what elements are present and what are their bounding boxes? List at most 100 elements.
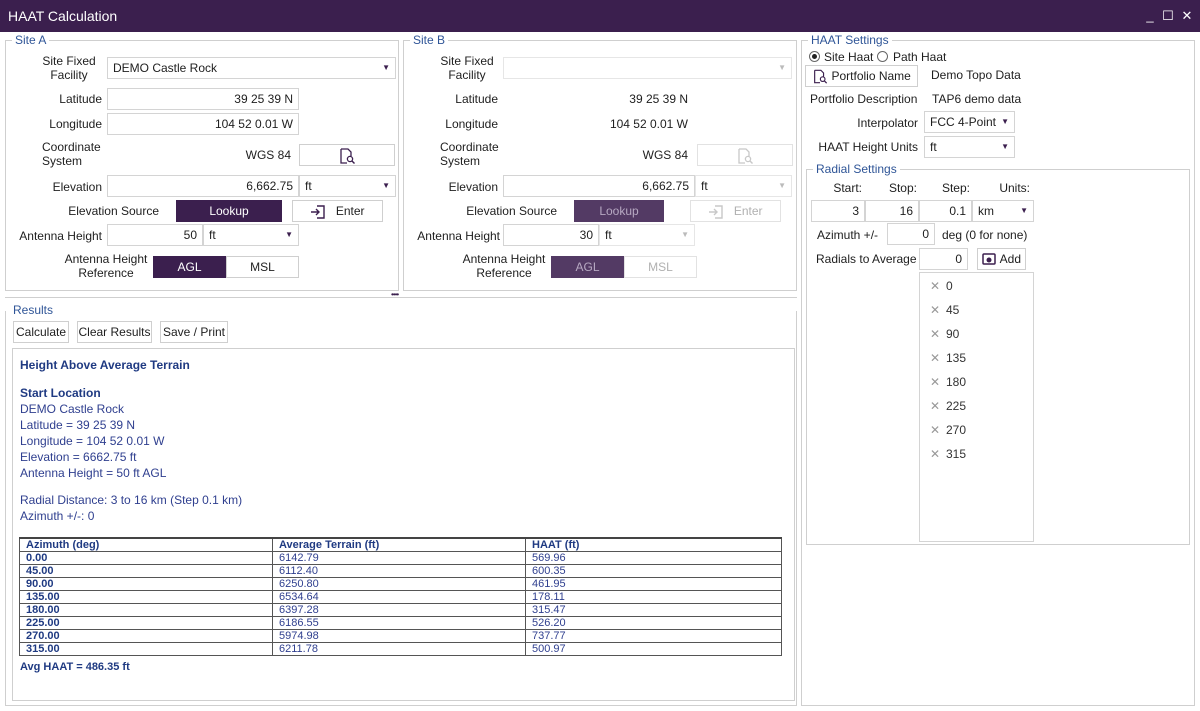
site-b-facility-dropdown[interactable]: ▼ [503,57,792,79]
site-a-group: Site A Site Fixed Facility DEMO Castle R… [5,33,399,291]
splitter-handle[interactable]: •••• [391,290,399,299]
report-line: DEMO Castle Rock [20,402,125,416]
minimize-button[interactable]: _ [1146,8,1154,23]
site-a-antenna-units-dropdown[interactable]: ft ▼ [203,224,299,246]
results-divider [5,297,797,298]
radial-settings-legend: Radial Settings [813,162,900,176]
site-a-msl-button[interactable]: MSL [226,256,299,278]
site-b-antenna-units-value: ft [605,228,612,242]
list-item[interactable]: ✕ 90 [930,327,959,341]
site-a-elevation-units-dropdown[interactable]: ft ▼ [299,175,396,197]
chevron-down-icon: ▼ [778,181,786,190]
site-b-longitude-label: Longitude [445,117,498,131]
site-a-antenna-units-value: ft [209,228,216,242]
portfolio-description-value: TAP6 demo data [932,92,1022,106]
site-a-coordinate-value: WGS 84 [245,148,291,162]
remove-icon[interactable]: ✕ [930,399,941,413]
list-item[interactable]: ✕ 225 [930,399,966,413]
radial-stop-label: Stop: [888,181,917,195]
add-radial-button[interactable]: Add [977,248,1026,270]
column-header: HAAT (ft) [525,537,782,552]
remove-icon[interactable]: ✕ [930,279,941,293]
site-b-enter-button[interactable]: Enter [690,200,781,222]
enter-icon [311,205,326,219]
radials-input-field[interactable]: 0 [919,248,968,270]
site-b-coordinate-label: Coordinate System [440,140,499,168]
radial-start-field[interactable]: 3 [811,200,865,222]
enter-icon [709,205,724,219]
haat-cell: 461.95 [525,577,782,591]
haat-cell: 315.47 [525,603,782,617]
radial-stop-field[interactable]: 16 [865,200,919,222]
portfolio-name-value: Demo Topo Data [931,68,1021,82]
results-legend: Results [10,303,57,317]
chevron-down-icon: ▼ [778,63,786,72]
site-b-coordinate-button[interactable] [697,144,793,166]
haat-height-units-value: ft [930,140,937,154]
site-a-elevation-field[interactable]: 6,662.75 [107,175,299,197]
site-b-group: Site B Site Fixed Facility ▼ Latitude 39… [403,33,797,291]
remove-icon[interactable]: ✕ [930,303,941,317]
portfolio-name-button[interactable]: Portfolio Name [805,65,918,87]
site-a-longitude-label: Longitude [49,117,102,131]
site-b-msl-button[interactable]: MSL [624,256,697,278]
interpolator-dropdown[interactable]: FCC 4-Point ▼ [924,111,1015,133]
results-group: Results [5,303,797,706]
radial-units-dropdown[interactable]: km ▼ [972,200,1034,222]
remove-icon[interactable]: ✕ [930,327,941,341]
list-item[interactable]: ✕ 315 [930,447,966,461]
site-a-latitude-field[interactable]: 39 25 39 N [107,88,299,110]
radial-value: 225 [946,399,967,413]
path-haat-label: Path Haat [893,50,947,64]
list-item[interactable]: ✕ 135 [930,351,966,365]
terrain-cell: 6397.28 [272,603,526,617]
site-b-agl-button[interactable]: AGL [551,256,624,278]
save-print-button[interactable]: Save / Print [160,321,228,343]
results-table: Azimuth (deg) Average Terrain (ft) HAAT … [19,537,782,656]
site-b-antenna-units-dropdown[interactable]: ft ▼ [599,224,695,246]
list-item[interactable]: ✕ 180 [930,375,966,389]
site-a-coordinate-button[interactable] [299,144,395,166]
table-row: 270.00 5974.98 737.77 [19,629,782,643]
portfolio-name-button-label: Portfolio Name [831,69,911,83]
haat-height-units-dropdown[interactable]: ft ▼ [924,136,1015,158]
site-b-antenna-height-field[interactable]: 30 [503,224,599,246]
site-haat-radio[interactable] [809,51,820,62]
remove-icon[interactable]: ✕ [930,447,941,461]
table-row: 0.00 6142.79 569.96 [19,551,782,565]
site-a-elevation-label: Elevation [52,180,102,194]
document-search-icon [340,148,355,164]
list-item[interactable]: ✕ 0 [930,279,953,293]
path-haat-radio[interactable] [877,51,888,62]
close-button[interactable]: ✕ [1181,8,1193,23]
azimuth-field[interactable]: 0 [887,223,935,245]
report-radial-distance: Radial Distance: 3 to 16 km (Step 0.1 km… [20,493,243,507]
site-a-lookup-button[interactable]: Lookup [176,200,282,222]
results-report: Height Above Average Terrain Start Locat… [12,348,795,701]
site-a-enter-button[interactable]: Enter [292,200,383,222]
list-item[interactable]: ✕ 270 [930,423,966,437]
site-a-longitude-field[interactable]: 104 52 0.01 W [107,113,299,135]
site-b-longitude-value: 104 52 0.01 W [609,117,688,131]
list-item[interactable]: ✕ 45 [930,303,959,317]
table-row: 90.00 6250.80 461.95 [19,577,782,591]
portfolio-description-label: Portfolio Description [810,92,918,106]
site-a-antenna-height-field[interactable]: 50 [107,224,203,246]
maximize-button[interactable]: ☐ [1162,8,1174,23]
site-b-elevation-units-dropdown[interactable]: ft ▼ [695,175,792,197]
radial-step-field[interactable]: 0.1 [919,200,972,222]
calculate-button[interactable]: Calculate [13,321,69,343]
haat-settings-legend: HAAT Settings [808,33,892,47]
remove-icon[interactable]: ✕ [930,351,941,365]
site-b-elevation-units-value: ft [701,179,708,193]
site-a-agl-button[interactable]: AGL [153,256,226,278]
site-b-elevation-field[interactable]: 6,662.75 [503,175,695,197]
site-b-lookup-button[interactable]: Lookup [574,200,664,222]
clear-results-button[interactable]: Clear Results [77,321,152,343]
table-row: 315.00 6211.78 500.97 [19,642,782,656]
remove-icon[interactable]: ✕ [930,423,941,437]
terrain-cell: 6142.79 [272,551,526,565]
remove-icon[interactable]: ✕ [930,375,941,389]
chevron-down-icon: ▼ [681,230,689,239]
site-a-facility-dropdown[interactable]: DEMO Castle Rock ▼ [107,57,396,79]
